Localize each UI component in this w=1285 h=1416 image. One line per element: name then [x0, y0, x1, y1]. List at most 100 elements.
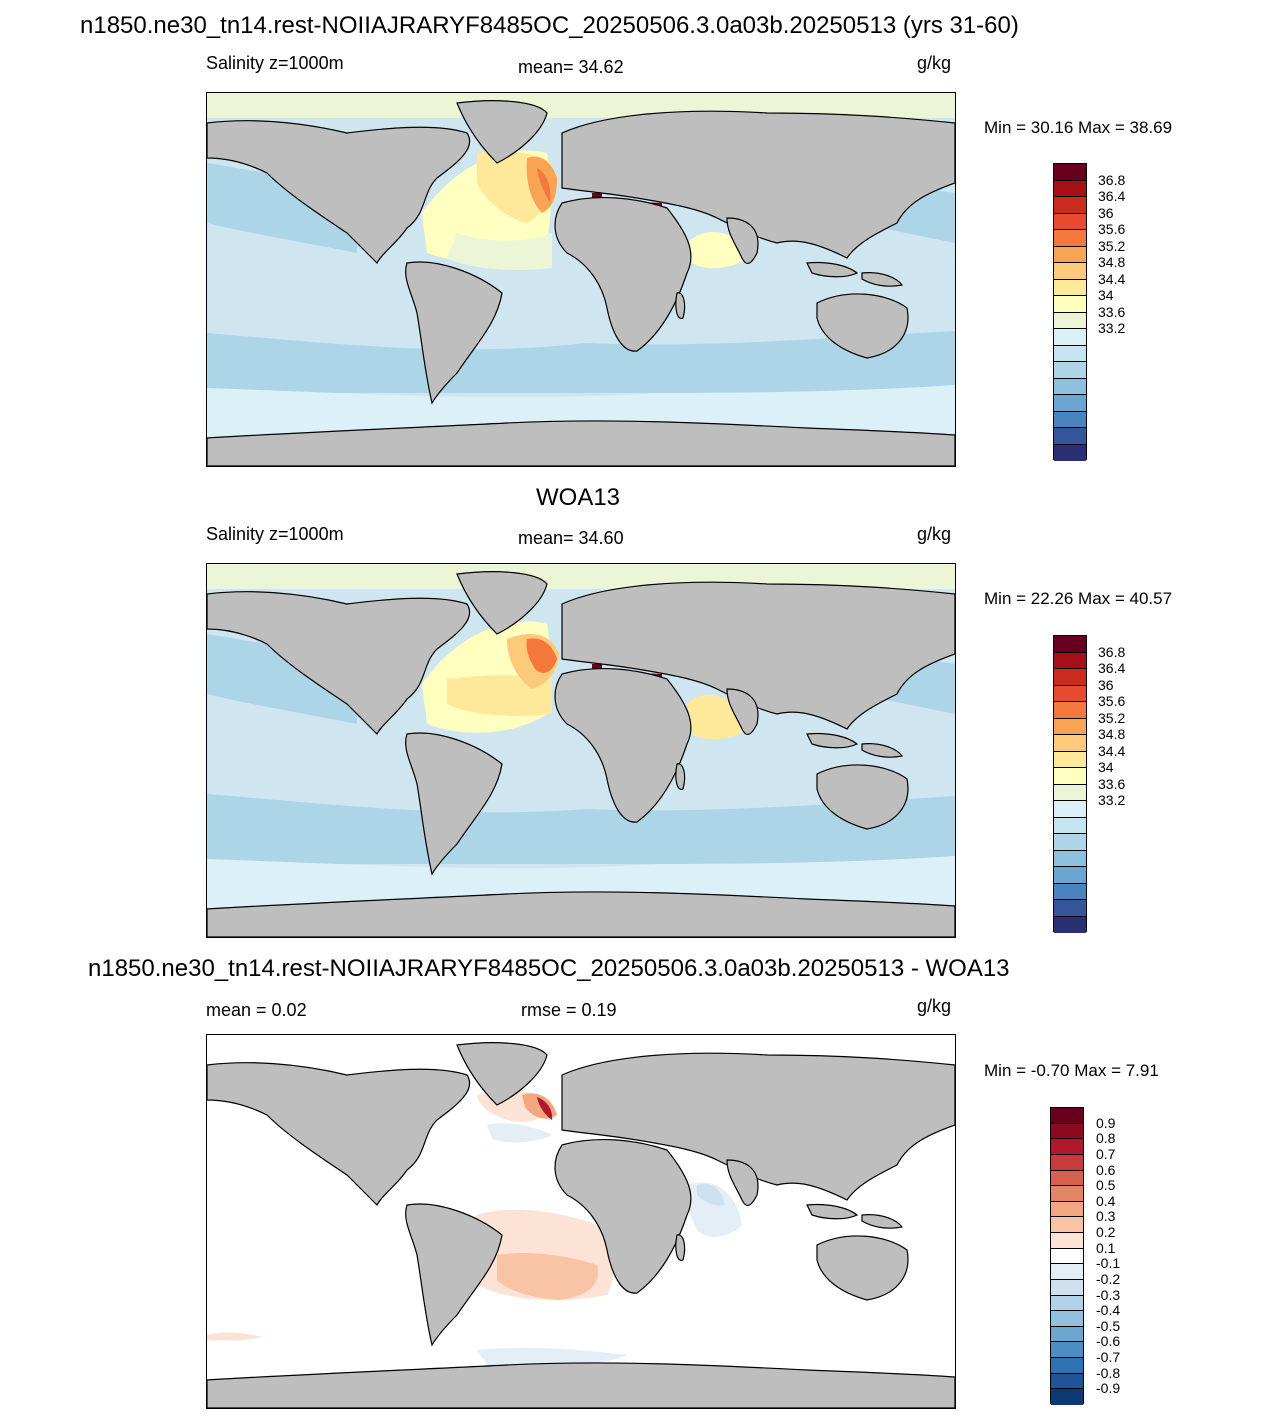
- colorbar-tick-label: -0.7: [1096, 1349, 1121, 1366]
- colorbar-box: [1051, 1326, 1083, 1343]
- colorbar-box: [1054, 444, 1086, 461]
- colorbar-tick-label: -0.5: [1096, 1317, 1121, 1334]
- colorbar-box: [1054, 784, 1086, 801]
- panel1-variable-label: Salinity z=1000m: [206, 53, 344, 73]
- colorbar-box: [1054, 312, 1086, 329]
- colorbar-box: [1054, 636, 1086, 653]
- colorbar-box: [1054, 378, 1086, 395]
- colorbar-box: [1051, 1108, 1083, 1124]
- colorbar-tick-label: 34: [1098, 287, 1114, 303]
- panel3-minmax-label: Min = -0.70 Max = 7.91: [984, 1061, 1159, 1080]
- panel2-colorbar: [1053, 635, 1087, 933]
- panel2-units-label: g/kg: [917, 524, 952, 544]
- colorbar-box: [1054, 669, 1086, 686]
- colorbar-box: [1054, 230, 1086, 247]
- colorbar-tick-label: 36.8: [1098, 643, 1126, 660]
- colorbar-box: [1054, 685, 1086, 702]
- colorbar-box: [1054, 296, 1086, 313]
- colorbar-box: [1054, 834, 1086, 851]
- colorbar-box: [1054, 345, 1086, 362]
- colorbar-tick-label: 34.4: [1098, 742, 1126, 759]
- colorbar-box: [1051, 1342, 1083, 1359]
- panel1-map: [206, 92, 956, 467]
- colorbar-tick-label: 36.8: [1098, 171, 1126, 188]
- colorbar-tick-label: 33.6: [1098, 775, 1126, 792]
- colorbar-tick-label: -0.2: [1096, 1270, 1121, 1287]
- panel3-map-svg: [207, 1035, 955, 1408]
- panel2-mean-label: mean= 34.60: [518, 528, 624, 548]
- colorbar-box: [1054, 180, 1086, 197]
- colorbar-box: [1054, 411, 1086, 428]
- colorbar-box: [1051, 1201, 1083, 1218]
- colorbar-tick-label: 0.1: [1096, 1239, 1116, 1256]
- panel2-title: WOA13: [536, 484, 621, 511]
- colorbar-tick-label: 33.6: [1098, 303, 1126, 320]
- colorbar-box: [1051, 1373, 1083, 1390]
- colorbar-tick-label: 36: [1098, 204, 1114, 221]
- panel2-map-svg: [207, 564, 955, 937]
- colorbar-tick-label: 34.8: [1098, 726, 1126, 742]
- colorbar-box: [1051, 1217, 1083, 1234]
- colorbar-box: [1054, 718, 1086, 735]
- colorbar-box: [1051, 1295, 1083, 1312]
- colorbar-box: [1054, 213, 1086, 230]
- panel1-units-label: g/kg: [917, 53, 952, 73]
- colorbar-tick-label: 33.2: [1098, 792, 1126, 808]
- colorbar-box: [1051, 1248, 1083, 1265]
- colorbar-box: [1054, 197, 1086, 214]
- colorbar-tick-label: 33.2: [1098, 320, 1126, 336]
- colorbar-tick-label: 34: [1098, 759, 1114, 775]
- colorbar-box: [1054, 916, 1086, 933]
- panel3-units-label: g/kg: [917, 996, 952, 1016]
- panel2-minmax-label: Min = 22.26 Max = 40.57: [984, 589, 1173, 608]
- colorbar-tick-label: 0.6: [1096, 1161, 1116, 1178]
- colorbar-box: [1054, 768, 1086, 785]
- colorbar-tick-label: 35.6: [1098, 221, 1126, 237]
- colorbar-box: [1054, 883, 1086, 900]
- colorbar-tick-label: -0.8: [1096, 1364, 1121, 1381]
- colorbar-tick-label: -0.6: [1096, 1333, 1121, 1350]
- colorbar-tick-label: 34.4: [1098, 270, 1126, 287]
- colorbar-tick-label: 36: [1098, 676, 1114, 693]
- colorbar-tick-label: 36.4: [1098, 188, 1126, 204]
- colorbar-box: [1051, 1311, 1083, 1327]
- panel3-mean-label: mean = 0.02: [206, 1000, 307, 1020]
- panel3-title: n1850.ne30_tn14.rest-NOIIAJRARYF8485OC_2…: [88, 955, 1010, 982]
- colorbar-tick-label: 36.4: [1098, 660, 1126, 676]
- colorbar-box: [1051, 1139, 1083, 1155]
- panel2-map: [206, 563, 956, 938]
- colorbar-box: [1054, 751, 1086, 768]
- colorbar-box: [1054, 801, 1086, 818]
- colorbar-box: [1054, 652, 1086, 669]
- colorbar-box: [1054, 900, 1086, 917]
- colorbar-box: [1054, 702, 1086, 719]
- colorbar-box: [1054, 329, 1086, 346]
- colorbar-tick-label: 0.8: [1096, 1130, 1116, 1147]
- colorbar-box: [1051, 1389, 1083, 1405]
- colorbar-tick-label: -0.3: [1096, 1286, 1121, 1303]
- colorbar-tick-label: 34.8: [1098, 254, 1126, 270]
- panel3-map: [206, 1034, 956, 1409]
- panel1-minmax-label: Min = 30.16 Max = 38.69: [984, 118, 1173, 137]
- colorbar-box: [1051, 1233, 1083, 1249]
- colorbar-box: [1054, 817, 1086, 834]
- colorbar-tick-label: 0.5: [1096, 1177, 1116, 1194]
- colorbar-box: [1054, 867, 1086, 884]
- panel1-title: n1850.ne30_tn14.rest-NOIIAJRARYF8485OC_2…: [80, 12, 1019, 39]
- colorbar-box: [1051, 1170, 1083, 1187]
- panel3-rmse-label: rmse = 0.19: [521, 1000, 617, 1020]
- panel3-colorbar: [1050, 1107, 1084, 1405]
- panel2-variable-label: Salinity z=1000m: [206, 524, 344, 544]
- colorbar-tick-label: 35.6: [1098, 693, 1126, 709]
- colorbar-box: [1054, 362, 1086, 379]
- colorbar-box: [1051, 1279, 1083, 1296]
- panel1-colorbar: [1053, 163, 1087, 461]
- colorbar-box: [1051, 1358, 1083, 1374]
- colorbar-box: [1051, 1123, 1083, 1140]
- colorbar-box: [1054, 263, 1086, 280]
- colorbar-tick-label: -0.4: [1096, 1302, 1121, 1319]
- colorbar-box: [1054, 850, 1086, 867]
- colorbar-box: [1051, 1154, 1083, 1171]
- colorbar-tick-label: 35.2: [1098, 709, 1126, 726]
- colorbar-box: [1051, 1186, 1083, 1202]
